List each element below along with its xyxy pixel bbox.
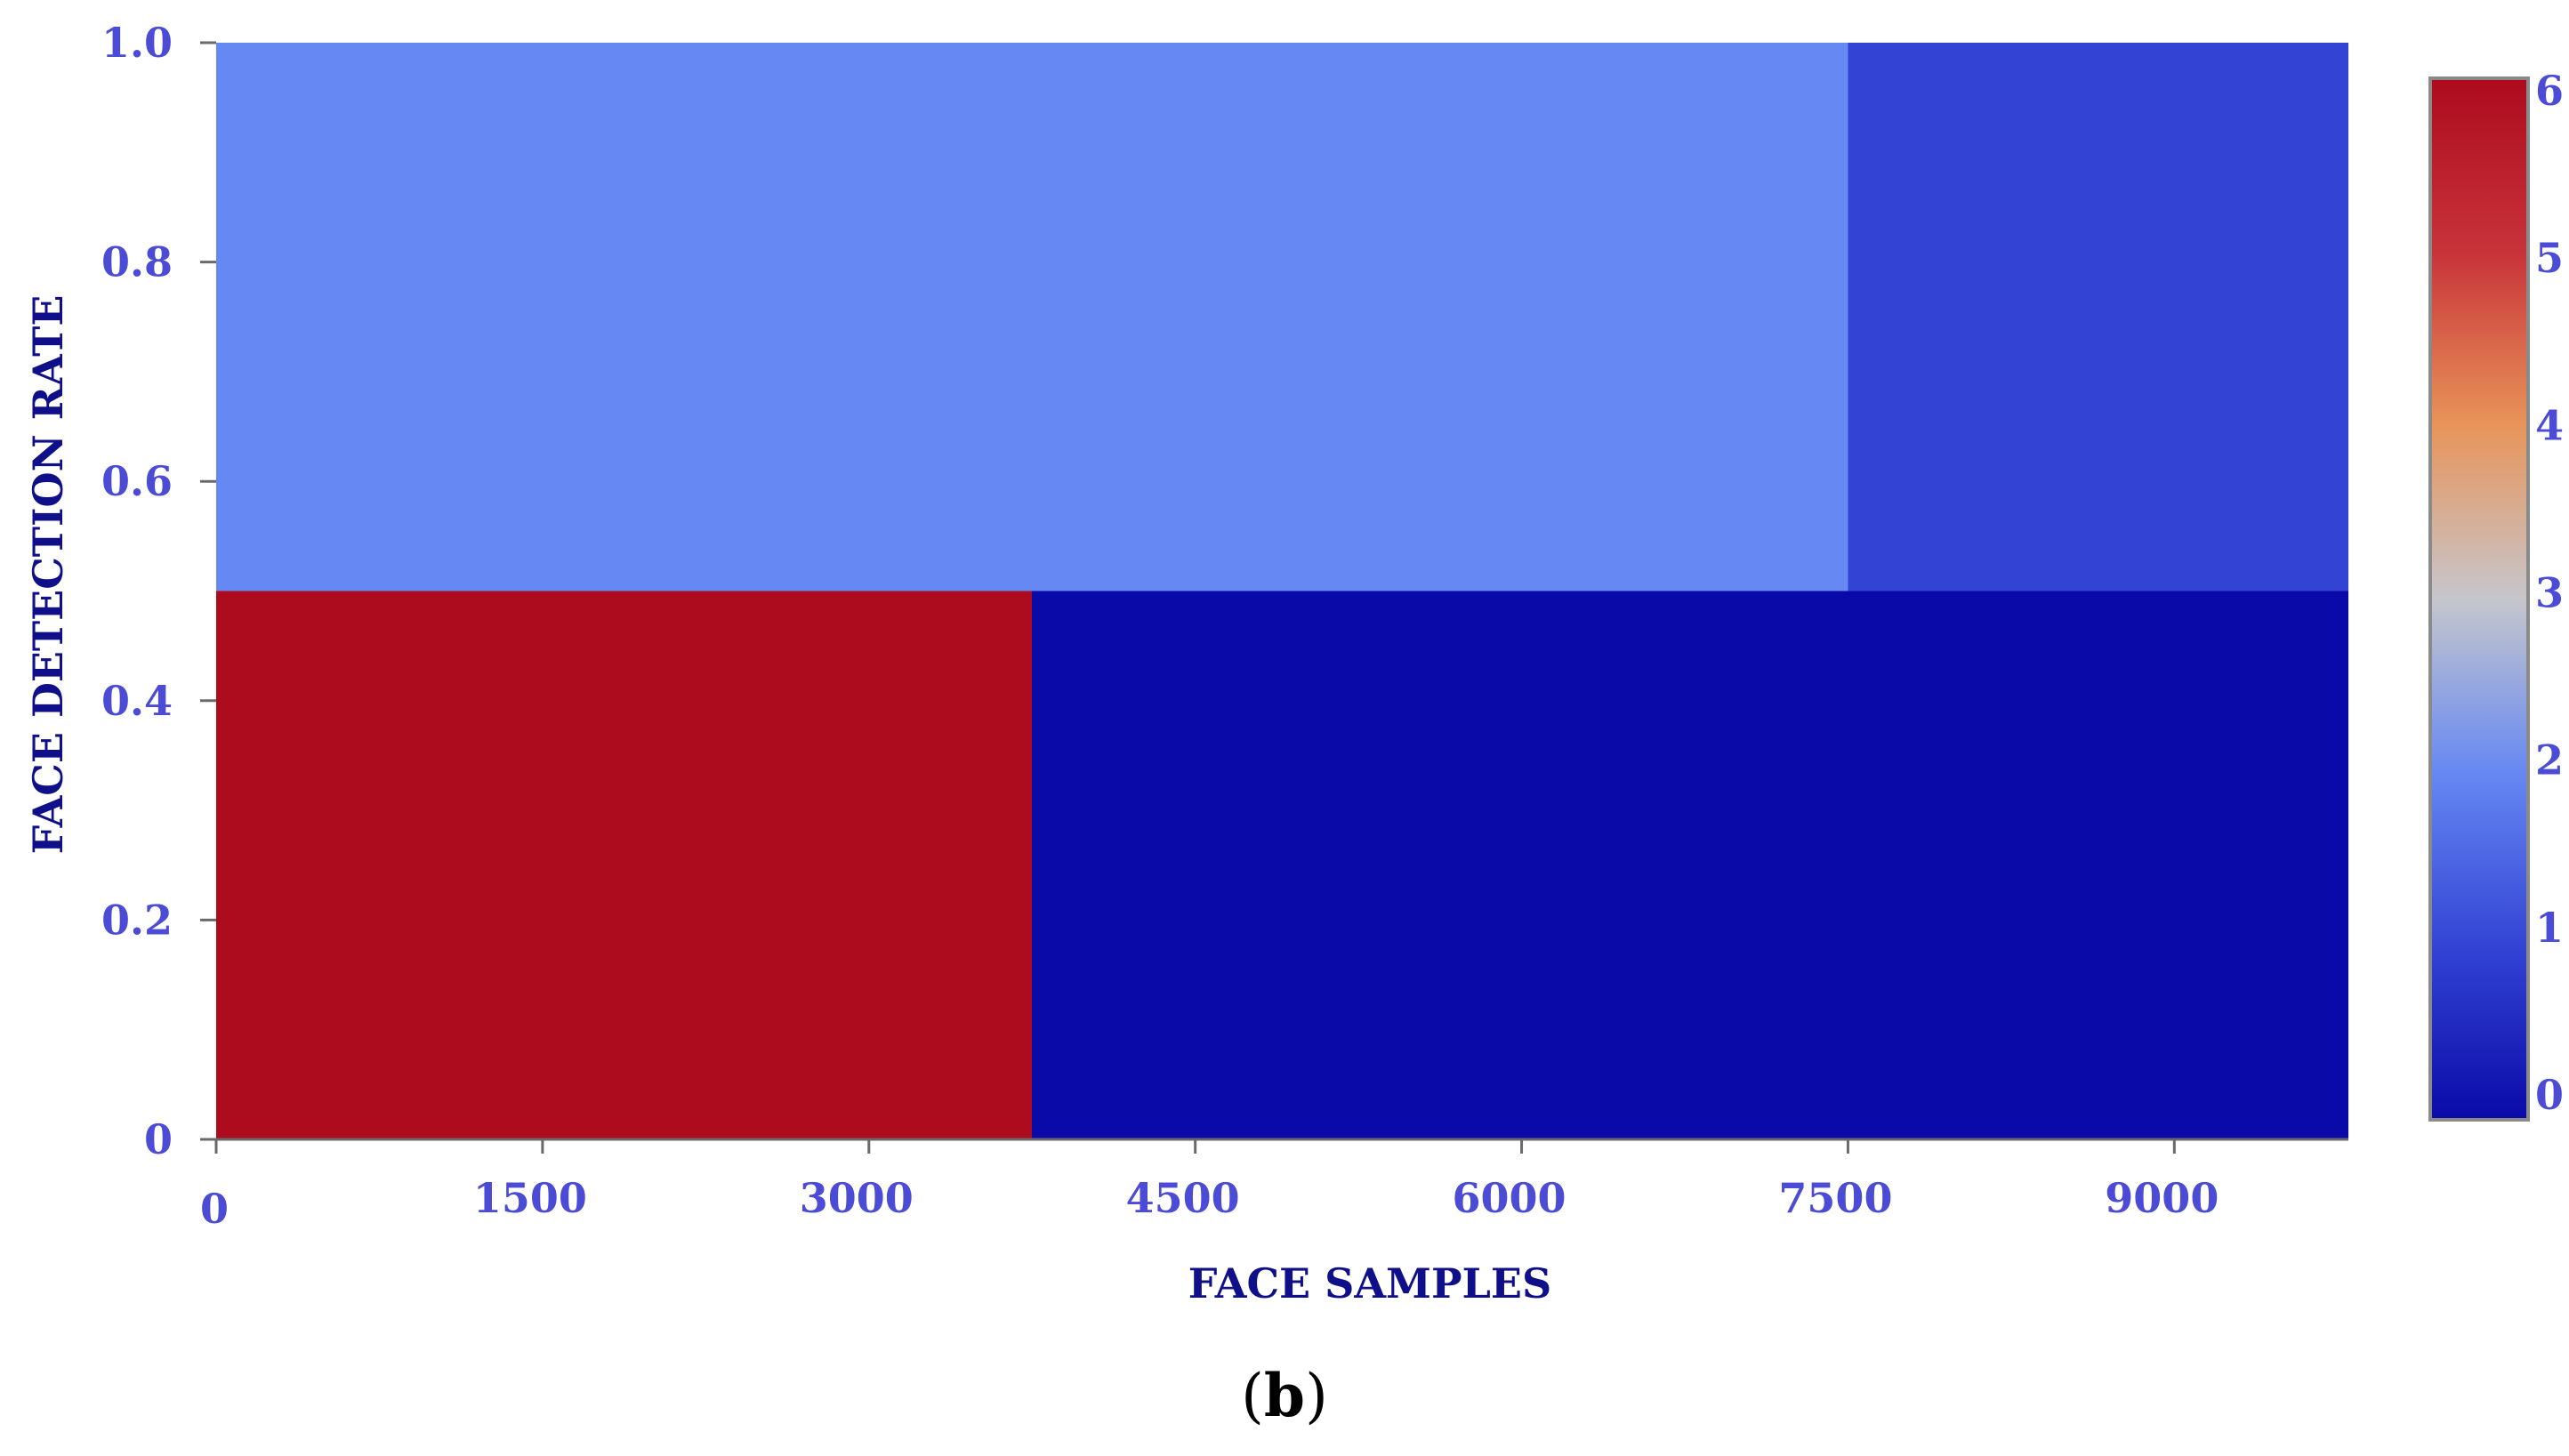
heatmap-cell <box>1848 43 2348 591</box>
heatmap-cell <box>1032 591 2348 1139</box>
caption-letter: b <box>1264 1361 1305 1430</box>
colorbar-tick-label: 5 <box>2535 234 2564 282</box>
colorbar-gradient <box>2428 76 2530 1122</box>
colorbar-tick-label: 3 <box>2535 569 2564 617</box>
x-tick-label: 4500 <box>1126 1174 1240 1222</box>
heatmap-cell <box>216 591 1033 1139</box>
colorbar-tick-label: 6 <box>2535 67 2564 115</box>
x-tick-label: 1500 <box>473 1174 587 1222</box>
y-axis: 0 0.2 0.4 0.6 0.8 1.0 <box>101 19 216 1163</box>
colorbar-tick-label: 4 <box>2535 401 2564 449</box>
figure-caption: (b) <box>1241 1361 1328 1430</box>
caption-open: ( <box>1241 1362 1264 1430</box>
x-tick-label: 7500 <box>1778 1174 1892 1222</box>
colorbar-tick-label: 1 <box>2535 904 2564 952</box>
colorbar-tick-label: 2 <box>2535 736 2564 784</box>
caption-close: ) <box>1305 1362 1328 1430</box>
y-tick-label: 0.6 <box>101 457 173 505</box>
x-tick-label: 6000 <box>1453 1174 1566 1222</box>
heatmap-cells <box>216 43 2348 1139</box>
y-tick-label: 0 <box>144 1115 173 1163</box>
colorbar-tick-label: 0 <box>2535 1071 2564 1119</box>
y-tick-label: 0.8 <box>101 238 173 286</box>
x-tick-label: 0 <box>200 1185 229 1233</box>
y-axis-label: FACE DETECTION RATE <box>24 295 72 855</box>
x-tick-label: 3000 <box>800 1174 914 1222</box>
x-tick-label: 9000 <box>2105 1174 2219 1222</box>
heatmap-cell <box>216 43 1848 591</box>
x-axis: 0 1500 3000 4500 6000 7500 9000 <box>200 1138 2348 1233</box>
y-tick-label: 0.4 <box>101 677 173 725</box>
colorbar-ticks: 0 1 2 3 4 5 6 <box>2535 67 2564 1119</box>
y-tick-label: 1.0 <box>101 19 173 67</box>
y-tick-label: 0.2 <box>101 896 173 944</box>
colorbar: 0 1 2 3 4 5 6 <box>2428 67 2564 1122</box>
x-axis-label: FACE SAMPLES <box>1188 1259 1551 1307</box>
